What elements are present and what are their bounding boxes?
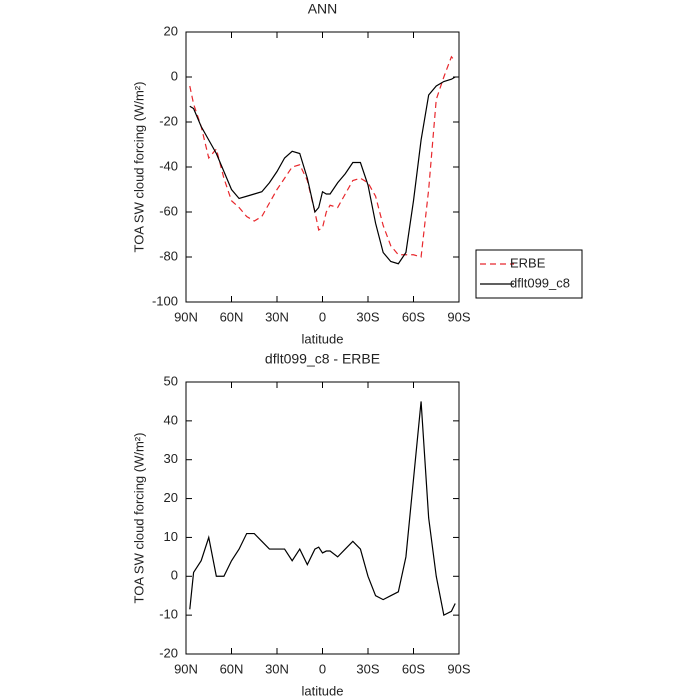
x-tick-label: 60N	[220, 661, 244, 676]
x-tick-label: 90N	[174, 661, 198, 676]
data-line	[189, 401, 456, 617]
y-tick-label: 20	[164, 23, 178, 38]
y-tick-label: 30	[164, 451, 178, 466]
legend-label: ERBE	[510, 255, 546, 270]
y-tick-label: 10	[164, 529, 178, 544]
y-tick-label: -60	[159, 203, 178, 218]
x-tick-label: 30S	[356, 309, 379, 324]
x-tick-label: 90S	[447, 661, 470, 676]
x-tick-label: 30S	[356, 661, 379, 676]
y-tick-label: -40	[159, 158, 178, 173]
legend-label: dflt099_c8	[510, 275, 570, 290]
legend-box	[475, 249, 583, 299]
chart-title: ANN	[308, 1, 338, 17]
x-tick-label: 60S	[402, 661, 425, 676]
y-tick-label: 50	[164, 373, 178, 388]
x-tick-label: 30N	[265, 661, 289, 676]
y-tick-label: 20	[164, 490, 178, 505]
x-tick-label: 60N	[220, 309, 244, 324]
y-axis-label: TOA SW cloud forcing (W/m²)	[131, 82, 146, 253]
x-tick-label: 30N	[265, 309, 289, 324]
x-tick-label: 0	[319, 661, 326, 676]
y-tick-label: -20	[159, 113, 178, 128]
data-line	[189, 55, 456, 258]
y-tick-label: 40	[164, 412, 178, 427]
y-tick-label: 0	[171, 68, 178, 83]
x-tick-label: 90N	[174, 309, 198, 324]
x-axis-label: latitude	[302, 683, 344, 698]
x-tick-label: 90S	[447, 309, 470, 324]
x-axis-label: latitude	[302, 331, 344, 346]
y-tick-label: -20	[159, 645, 178, 660]
chart-title: dflt099_c8 - ERBE	[265, 351, 380, 367]
x-tick-label: 60S	[402, 309, 425, 324]
y-tick-label: -80	[159, 248, 178, 263]
y-tick-label: -100	[152, 293, 178, 308]
data-line	[189, 76, 456, 265]
y-tick-label: 0	[171, 568, 178, 583]
y-tick-label: -10	[159, 607, 178, 622]
y-axis-label: TOA SW cloud forcing (W/m²)	[131, 433, 146, 604]
x-tick-label: 0	[319, 309, 326, 324]
plot-frame	[185, 381, 460, 655]
